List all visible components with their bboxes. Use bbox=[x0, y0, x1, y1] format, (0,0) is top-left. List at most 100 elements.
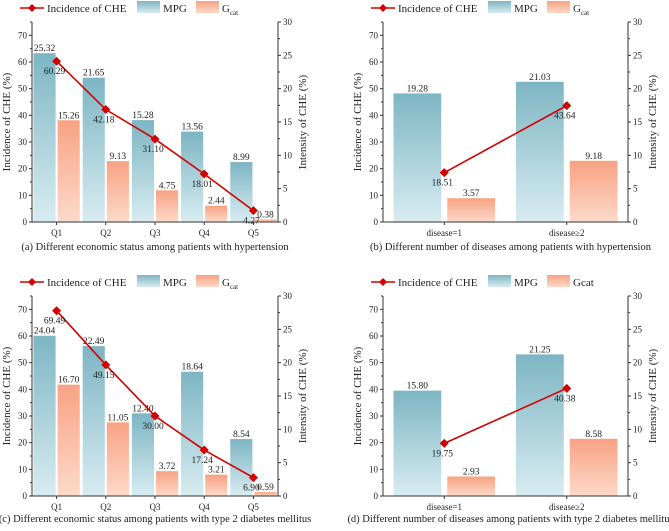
legend-gcat-main: G bbox=[222, 3, 230, 15]
gcat-value-label: 8.58 bbox=[585, 430, 602, 440]
right-tick-label: 25 bbox=[633, 324, 643, 334]
legend-mpg-swatch bbox=[488, 1, 511, 13]
x-tick-label: Q2 bbox=[100, 228, 111, 238]
right-tick-label: 0 bbox=[283, 217, 288, 227]
mpg-value-label: 21.25 bbox=[529, 345, 551, 355]
incidence-point bbox=[562, 101, 572, 111]
left-tick-label: 70 bbox=[369, 30, 379, 40]
left-tick-label: 30 bbox=[369, 411, 379, 421]
left-tick-label: 0 bbox=[374, 217, 379, 227]
left-tick-label: 40 bbox=[18, 384, 28, 394]
right-tick-label: 20 bbox=[283, 358, 293, 368]
incidence-value-label: 43.64 bbox=[554, 112, 576, 122]
mpg-value-label: 21.03 bbox=[529, 73, 551, 83]
incidence-value-label: 49.15 bbox=[93, 371, 115, 381]
legend-gcat-subscript: cat bbox=[230, 9, 238, 17]
legend-gcat-subscript: cat bbox=[581, 9, 589, 17]
left-tick-label: 70 bbox=[18, 30, 28, 40]
left-tick-label: 0 bbox=[374, 491, 379, 501]
gcat-bar bbox=[447, 198, 496, 222]
gcat-value-label: 16.70 bbox=[58, 376, 80, 386]
right-tick-label: 30 bbox=[283, 291, 293, 301]
legend-gcat-label: Gcat bbox=[222, 277, 238, 291]
mpg-value-label: 15.80 bbox=[407, 382, 429, 392]
mpg-value-label: 12.40 bbox=[132, 404, 154, 414]
gcat-bar bbox=[156, 471, 179, 496]
legend-gcat-swatch bbox=[196, 275, 219, 287]
chart-panel-a: 25.32 15.26 21.65 9.13 15.28 4.75 13.56 2.44 8.9… bbox=[0, 0, 335, 263]
mpg-bar bbox=[131, 413, 154, 496]
left-tick-label: 20 bbox=[18, 164, 28, 174]
mpg-value-label: 15.28 bbox=[132, 111, 154, 121]
chart-panel-c: 24.04 16.70 22.49 11.05 12.40 3.72 18.64 3.21 8.… bbox=[0, 263, 335, 526]
right-tick-label: 5 bbox=[283, 458, 288, 468]
legend-diamond-icon bbox=[379, 278, 387, 286]
chart-caption: (d) Different number of diseases among p… bbox=[347, 514, 669, 525]
incidence-value-label: 31.10 bbox=[142, 145, 164, 155]
x-tick-label: Q1 bbox=[51, 228, 62, 238]
incidence-value-label: 19.75 bbox=[432, 449, 454, 459]
right-tick-label: 10 bbox=[283, 150, 293, 160]
mpg-bar bbox=[82, 346, 105, 496]
right-axis-title: Intensity of CHE (%) bbox=[297, 74, 309, 169]
left-tick-label: 50 bbox=[18, 84, 28, 94]
chart-panel-b: 19.28 3.57 21.03 9.18 0 10 20 30 40 50 60 70 0 5 10 15 2… bbox=[335, 0, 669, 263]
legend-gcat-main: Gcat bbox=[573, 277, 594, 289]
mpg-bar bbox=[181, 371, 204, 496]
right-tick-label: 30 bbox=[633, 291, 643, 301]
right-axis-title: Intensity of CHE (%) bbox=[647, 348, 659, 443]
legend-diamond-icon bbox=[28, 278, 36, 286]
gcat-bar bbox=[254, 492, 277, 496]
legend-mpg-label: MPG bbox=[514, 3, 538, 15]
incidence-value-label: 17.24 bbox=[192, 456, 214, 466]
legend-line-label: Incidence of CHE bbox=[398, 277, 478, 289]
legend-gcat-subscript: cat bbox=[230, 283, 238, 291]
right-tick-label: 20 bbox=[633, 84, 643, 94]
right-tick-label: 10 bbox=[283, 424, 293, 434]
gcat-value-label: 2.93 bbox=[463, 467, 480, 477]
mpg-value-label: 21.65 bbox=[83, 69, 105, 79]
x-tick-label: Q1 bbox=[51, 502, 62, 512]
legend-mpg-swatch bbox=[137, 1, 160, 13]
legend-gcat-swatch bbox=[196, 1, 219, 13]
left-axis-title: Incidence of CHE (%) bbox=[352, 72, 364, 171]
gcat-value-label: 9.18 bbox=[585, 152, 602, 162]
left-tick-label: 0 bbox=[23, 217, 28, 227]
left-tick-label: 20 bbox=[18, 438, 28, 448]
incidence-point bbox=[199, 169, 209, 179]
mpg-bar bbox=[393, 390, 442, 496]
x-tick-label: disease=1 bbox=[426, 502, 462, 512]
left-tick-label: 20 bbox=[369, 164, 379, 174]
x-tick-label: disease=1 bbox=[426, 228, 462, 238]
legend-line-label: Incidence of CHE bbox=[47, 277, 127, 289]
incidence-value-label: 42.18 bbox=[93, 116, 115, 126]
mpg-bar bbox=[230, 162, 253, 222]
legend-mpg-swatch bbox=[488, 275, 511, 287]
gcat-value-label: 3.21 bbox=[208, 466, 225, 476]
right-tick-label: 15 bbox=[633, 117, 643, 127]
mpg-value-label: 13.56 bbox=[181, 123, 203, 133]
incidence-value-label: 40.38 bbox=[554, 394, 576, 404]
x-tick-label: Q5 bbox=[248, 502, 259, 512]
legend-mpg-label: MPG bbox=[514, 277, 538, 289]
mpg-bar bbox=[515, 354, 564, 496]
left-tick-label: 20 bbox=[369, 438, 379, 448]
x-tick-label: Q5 bbox=[248, 228, 259, 238]
x-tick-label: disease≥2 bbox=[549, 228, 584, 238]
incidence-point bbox=[150, 411, 160, 421]
left-axis-title: Incidence of CHE (%) bbox=[1, 72, 13, 171]
legend-diamond-icon bbox=[379, 4, 387, 12]
incidence-point bbox=[562, 383, 572, 393]
right-tick-label: 5 bbox=[633, 184, 638, 194]
right-tick-label: 30 bbox=[283, 17, 293, 27]
incidence-point bbox=[101, 360, 111, 370]
legend-gcat-main: G bbox=[573, 3, 581, 15]
mpg-bar bbox=[181, 131, 204, 222]
x-tick-label: disease≥2 bbox=[549, 502, 584, 512]
incidence-point bbox=[199, 445, 209, 455]
gcat-bar bbox=[447, 476, 496, 496]
right-axis-title: Intensity of CHE (%) bbox=[647, 74, 659, 169]
chart-svg: 25.32 15.26 21.65 9.13 15.28 4.75 13.56 2.44 8.9… bbox=[1, 1, 309, 253]
legend-gcat-label: Gcat bbox=[222, 3, 238, 17]
gcat-bar bbox=[569, 160, 618, 222]
